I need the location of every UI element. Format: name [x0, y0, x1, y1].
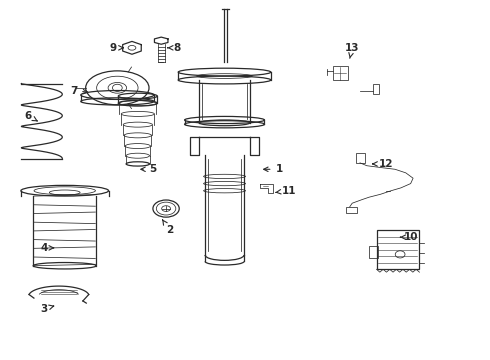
Text: 2: 2	[163, 220, 173, 235]
Bar	[373, 84, 379, 94]
Text: 8: 8	[168, 43, 180, 53]
Text: 4: 4	[41, 243, 54, 253]
Bar	[346, 207, 357, 213]
Text: 1: 1	[264, 164, 283, 174]
Text: 6: 6	[24, 111, 37, 121]
Text: 11: 11	[276, 186, 296, 196]
Text: 13: 13	[345, 43, 360, 58]
Text: 10: 10	[400, 232, 418, 242]
Bar	[376, 230, 419, 269]
Bar	[333, 66, 348, 80]
Bar	[369, 246, 377, 257]
Text: 7: 7	[70, 86, 88, 96]
Text: 3: 3	[41, 303, 54, 314]
Text: 12: 12	[373, 159, 393, 169]
Bar	[356, 153, 365, 163]
Text: 9: 9	[110, 43, 123, 53]
Text: 5: 5	[141, 164, 156, 174]
